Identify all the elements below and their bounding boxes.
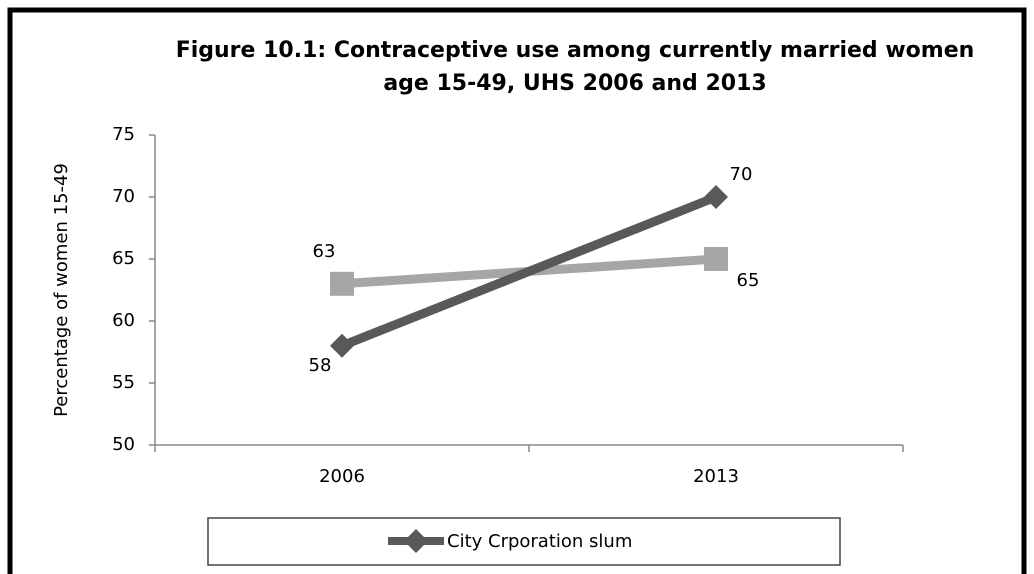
marker — [330, 333, 354, 358]
y-tick-label: 55 — [112, 372, 135, 393]
marker — [330, 271, 354, 296]
y-axis-label: Percentage of women 15-49 — [51, 163, 72, 417]
data-label: 65 — [737, 270, 760, 291]
y-tick-label: 50 — [112, 434, 135, 455]
series-line — [340, 192, 718, 350]
marker — [704, 247, 728, 271]
y-tick-label: 75 — [112, 124, 135, 145]
x-tick-label: 2006 — [319, 466, 365, 487]
legend-label: City Crporation slum — [447, 531, 632, 552]
x-tick-label: 2013 — [693, 466, 739, 487]
marker — [404, 529, 428, 553]
y-tick-label: 70 — [112, 186, 135, 207]
marker — [704, 185, 728, 209]
chart-title: Figure 10.1: Contraceptive use among cur… — [175, 38, 975, 96]
y-tick-label: 65 — [112, 248, 135, 269]
data-label: 58 — [309, 355, 332, 376]
legend — [207, 517, 841, 566]
data-label: 70 — [730, 164, 753, 185]
y-tick-label: 60 — [112, 310, 135, 331]
frame — [7, 7, 1027, 574]
data-label: 63 — [313, 241, 336, 262]
